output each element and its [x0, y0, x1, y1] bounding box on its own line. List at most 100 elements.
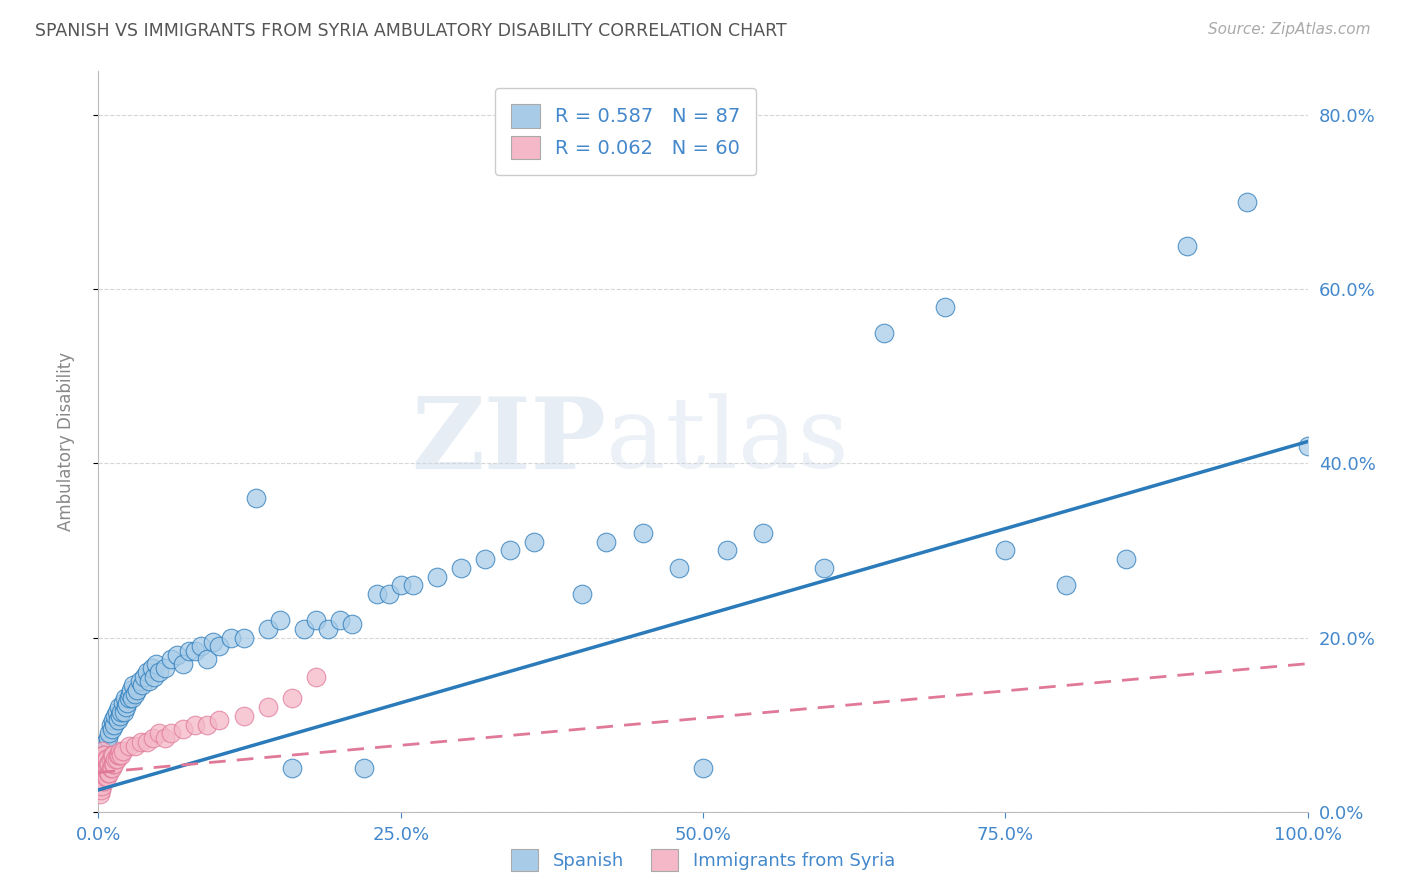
- Point: [120, 682, 142, 697]
- Point: [115, 700, 138, 714]
- Text: Source: ZipAtlas.com: Source: ZipAtlas.com: [1208, 22, 1371, 37]
- Point: [93, 756, 115, 771]
- Point: [281, 761, 304, 775]
- Point: [89, 779, 111, 793]
- Point: [93, 748, 115, 763]
- Point: [692, 761, 714, 775]
- Point: [595, 534, 617, 549]
- Point: [118, 687, 141, 701]
- Point: [110, 748, 132, 763]
- Legend: Spanish, Immigrants from Syria: Spanish, Immigrants from Syria: [503, 842, 903, 879]
- Y-axis label: Ambulatory Disability: Ambulatory Disability: [56, 352, 75, 531]
- Point: [1296, 439, 1319, 453]
- Point: [141, 661, 163, 675]
- Point: [124, 739, 146, 754]
- Point: [111, 744, 134, 758]
- Point: [377, 587, 399, 601]
- Text: ZIP: ZIP: [412, 393, 606, 490]
- Point: [124, 687, 146, 701]
- Point: [256, 700, 278, 714]
- Point: [96, 752, 118, 766]
- Point: [281, 691, 304, 706]
- Point: [101, 748, 124, 763]
- Point: [100, 761, 122, 775]
- Point: [101, 756, 124, 771]
- Legend: R = 0.587   N = 87, R = 0.062   N = 60: R = 0.587 N = 87, R = 0.062 N = 60: [495, 88, 756, 175]
- Point: [1175, 238, 1198, 252]
- Point: [329, 613, 352, 627]
- Point: [269, 613, 291, 627]
- Point: [96, 761, 118, 775]
- Point: [1236, 194, 1258, 209]
- Point: [523, 534, 546, 549]
- Point: [160, 652, 183, 666]
- Point: [202, 635, 225, 649]
- Point: [98, 726, 121, 740]
- Point: [716, 543, 738, 558]
- Point: [366, 587, 388, 601]
- Point: [91, 744, 114, 758]
- Point: [138, 674, 160, 689]
- Point: [89, 787, 111, 801]
- Point: [190, 639, 212, 653]
- Point: [98, 756, 121, 771]
- Point: [172, 657, 194, 671]
- Point: [994, 543, 1017, 558]
- Point: [129, 735, 152, 749]
- Point: [752, 526, 775, 541]
- Point: [100, 752, 122, 766]
- Point: [934, 300, 956, 314]
- Point: [208, 713, 231, 727]
- Point: [90, 752, 112, 766]
- Point: [118, 691, 141, 706]
- Point: [97, 731, 120, 745]
- Text: atlas: atlas: [606, 393, 849, 490]
- Point: [94, 752, 117, 766]
- Point: [112, 705, 135, 719]
- Point: [105, 752, 128, 766]
- Point: [148, 665, 170, 680]
- Point: [127, 682, 149, 697]
- Point: [90, 774, 112, 789]
- Point: [135, 735, 157, 749]
- Point: [104, 709, 127, 723]
- Point: [316, 622, 339, 636]
- Point: [232, 631, 254, 645]
- Point: [128, 674, 150, 689]
- Point: [122, 678, 145, 692]
- Point: [108, 700, 131, 714]
- Point: [668, 561, 690, 575]
- Point: [631, 526, 654, 541]
- Point: [135, 665, 157, 680]
- Point: [91, 770, 114, 784]
- Point: [91, 756, 114, 771]
- Point: [104, 752, 127, 766]
- Point: [90, 783, 112, 797]
- Point: [94, 770, 117, 784]
- Point: [153, 731, 176, 745]
- Point: [1115, 552, 1137, 566]
- Point: [172, 722, 194, 736]
- Point: [389, 578, 412, 592]
- Point: [153, 661, 176, 675]
- Point: [89, 770, 111, 784]
- Point: [450, 561, 472, 575]
- Point: [89, 761, 111, 775]
- Point: [94, 761, 117, 775]
- Point: [426, 569, 449, 583]
- Point: [111, 696, 134, 710]
- Point: [91, 774, 114, 789]
- Point: [107, 713, 129, 727]
- Point: [571, 587, 593, 601]
- Point: [100, 748, 122, 763]
- Point: [134, 670, 156, 684]
- Point: [93, 765, 115, 780]
- Point: [148, 726, 170, 740]
- Point: [110, 705, 132, 719]
- Point: [160, 726, 183, 740]
- Point: [103, 717, 125, 731]
- Point: [143, 670, 166, 684]
- Point: [498, 543, 520, 558]
- Point: [108, 709, 131, 723]
- Point: [90, 756, 112, 771]
